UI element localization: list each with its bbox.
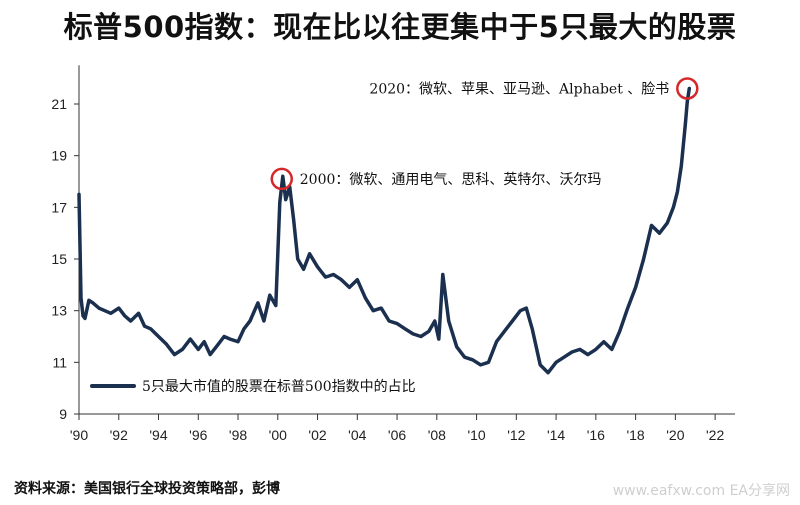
annotation-label: 2000：微软、通用电气、思科、英特尔、沃尔玛	[300, 171, 602, 188]
x-tick-label: '22	[706, 427, 724, 443]
x-tick-label: '18	[626, 427, 644, 443]
y-tick-label: 11	[52, 354, 67, 370]
x-tick-label: '92	[110, 427, 128, 443]
legend: 5只最大市值的股票在标普500指数中的占比	[90, 378, 416, 395]
y-tick-label: 9	[59, 406, 67, 422]
x-tick-label: '14	[547, 427, 565, 443]
y-tick-label: 15	[51, 251, 67, 267]
annotation-label: 2020：微软、苹果、亚马逊、Alphabet 、脸书	[369, 82, 669, 98]
legend-label: 5只最大市值的股票在标普500指数中的占比	[142, 378, 416, 395]
x-tick-label: '98	[229, 427, 247, 443]
x-tick-label: '20	[666, 427, 684, 443]
x-tick-label: '12	[507, 427, 525, 443]
series-line	[77, 86, 692, 375]
axes: 9 11 13 15 17 19 21 '90 '92 '94 '96 '98 '00 '02 '04 '06…	[51, 65, 735, 443]
x-tick-label: '90	[70, 427, 88, 443]
x-tick-label: '10	[467, 427, 485, 443]
y-tick-label: 17	[51, 199, 67, 215]
source-note: 资料来源：美国银行全球投资策略部，彭博	[14, 481, 280, 497]
x-tick-label: '02	[308, 427, 326, 443]
watermark: www.eafxw.com EA分享网	[612, 483, 790, 499]
x-tick-label: '16	[587, 427, 605, 443]
x-tick-label: '96	[189, 427, 207, 443]
annotation-layer: 2000：微软、通用电气、思科、英特尔、沃尔玛 2020：微软、苹果、亚马逊、Al…	[270, 77, 699, 191]
x-tick-label: '04	[348, 427, 366, 443]
y-tick-label: 13	[51, 303, 67, 319]
x-tick-label: '94	[149, 427, 167, 443]
x-tick-label: '00	[269, 427, 287, 443]
highlight-circle	[270, 167, 294, 191]
chart-title: 标普500指数：现在比以往更集中于5只最大的股票	[63, 10, 737, 44]
y-tick-label: 19	[51, 148, 67, 164]
x-tick-label: '06	[388, 427, 406, 443]
x-tick-label: '08	[428, 427, 446, 443]
highlight-circle	[676, 77, 699, 100]
series-layer	[77, 86, 692, 375]
y-tick-label: 21	[51, 96, 67, 112]
